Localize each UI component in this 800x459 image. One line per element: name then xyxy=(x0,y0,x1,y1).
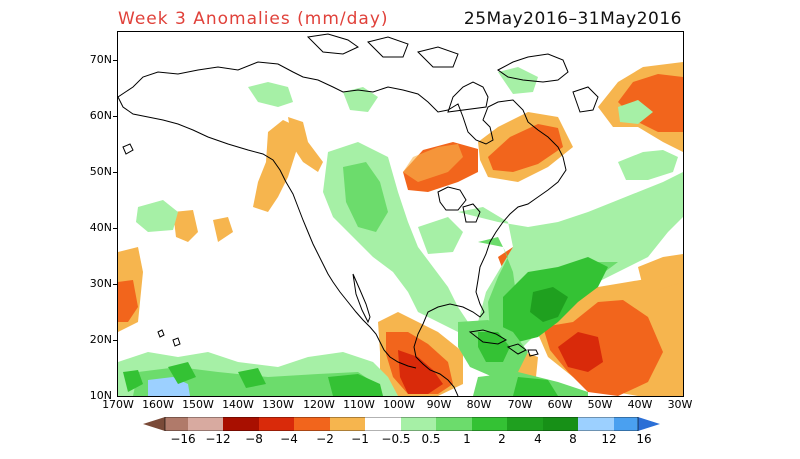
colorbar-label: −12 xyxy=(205,432,231,446)
colorbar-swatch xyxy=(223,417,259,431)
colorbar-label: 4 xyxy=(534,432,542,446)
lat-label-40n: 40N xyxy=(89,221,112,234)
lat-label-50n: 50N xyxy=(89,165,112,178)
lat-tick xyxy=(113,228,117,229)
colorbar-label: 0.5 xyxy=(421,432,441,446)
lat-label-10n: 10N xyxy=(89,389,112,402)
lat-tick xyxy=(113,172,117,173)
lat-tick xyxy=(113,284,117,285)
lon-label-90w: 90W xyxy=(426,398,452,411)
lon-label-120w: 120W xyxy=(303,398,335,411)
colorbar-swatch xyxy=(401,417,436,431)
lon-label-100w: 100W xyxy=(383,398,415,411)
coastlines xyxy=(118,33,599,396)
colorbar-swatch xyxy=(365,417,401,431)
lat-label-60n: 60N xyxy=(89,109,112,122)
lat-tick xyxy=(113,60,117,61)
lat-label-30n: 30N xyxy=(89,277,112,290)
colorbar-swatch xyxy=(188,417,223,431)
wet-anomaly-areas xyxy=(118,67,683,396)
colorbar-swatch xyxy=(507,417,543,431)
colorbar-label: 2 xyxy=(498,432,506,446)
colorbar-label: −4 xyxy=(280,432,298,446)
colorbar-max-arrow xyxy=(638,417,660,431)
colorbar-label: −0.5 xyxy=(381,432,411,446)
colorbar-label: 8 xyxy=(569,432,577,446)
colorbar-label: −8 xyxy=(245,432,263,446)
lon-label-130w: 130W xyxy=(262,398,294,411)
lat-label-20n: 20N xyxy=(89,333,112,346)
lat-label-70n: 70N xyxy=(89,53,112,66)
colorbar-swatch xyxy=(436,417,472,431)
lon-label-60w: 60W xyxy=(547,398,573,411)
lon-label-50w: 50W xyxy=(587,398,613,411)
lon-label-110w: 110W xyxy=(343,398,375,411)
date-range: 25May2016–31May2016 xyxy=(463,9,682,29)
colorbar-label: −1 xyxy=(351,432,369,446)
colorbar-swatch xyxy=(259,417,294,431)
lon-label-150w: 150W xyxy=(182,398,214,411)
lon-label-70w: 70W xyxy=(507,398,533,411)
colorbar-swatch xyxy=(578,417,614,431)
colorbar-swatch xyxy=(330,417,365,431)
map-title: Week 3 Anomalies (mm/day) xyxy=(118,9,389,29)
colorbar-label: −16 xyxy=(170,432,196,446)
lon-label-170w: 170W xyxy=(102,398,134,411)
lon-label-30w: 30W xyxy=(667,398,693,411)
colorbar-swatch xyxy=(543,417,578,431)
colorbar-min-arrow xyxy=(143,417,165,431)
color-scale-bar xyxy=(143,417,660,431)
anomaly-map xyxy=(117,31,684,397)
colorbar-label: 12 xyxy=(601,432,617,446)
lon-label-160w: 160W xyxy=(142,398,174,411)
map-canvas xyxy=(118,33,683,396)
colorbar-label: 1 xyxy=(463,432,471,446)
lat-tick xyxy=(113,340,117,341)
colorbar-label: −2 xyxy=(316,432,334,446)
colorbar-swatch xyxy=(294,417,330,431)
colorbar-swatch xyxy=(165,417,188,431)
colorbar-swatch xyxy=(472,417,507,431)
lat-tick xyxy=(113,116,117,117)
colorbar-swatch xyxy=(614,417,638,431)
lon-label-40w: 40W xyxy=(627,398,653,411)
lon-label-80w: 80W xyxy=(466,398,492,411)
lon-label-140w: 140W xyxy=(222,398,254,411)
colorbar-label: 16 xyxy=(636,432,652,446)
